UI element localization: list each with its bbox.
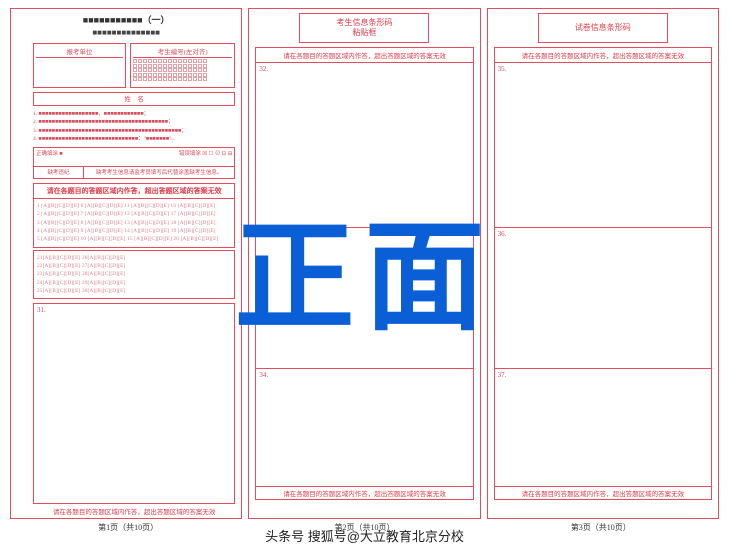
q31-label: 31. <box>37 306 46 314</box>
mc-block-2: 21[A][B][C][D][E] 26[A][B][C][D][E] 22[A… <box>33 250 235 300</box>
mc-row: 5 [A][B][C][D][E] 10 [A][B][C][D][E] 15 … <box>37 235 231 243</box>
barcode-line1: 考生信息条形码 <box>300 18 428 28</box>
name-row: 姓 名 <box>33 92 235 106</box>
examinee-barcode-frame: 考生信息条形码 粘贴框 <box>299 13 429 43</box>
credit-text: 头条号 搜狐号@大立教育北京分校 <box>265 529 464 544</box>
q-label: 37. <box>498 371 507 379</box>
answer-frame-3: 请在各题目的答题区域内作答，超出答题区域的答案无效 35. 36. 37. 请在… <box>494 47 712 500</box>
mc-row: 23[A][B][C][D][E] 28[A][B][C][D][E] <box>37 270 231 278</box>
answer-cell: 33. <box>256 227 472 368</box>
wrong-fill-label: 错误填涂 <box>179 151 201 157</box>
answer-cell: 34. <box>256 368 472 486</box>
answer-cell: 32. <box>256 62 472 227</box>
answer-cell: 35. <box>495 62 711 227</box>
page1-footer-warn: 请在各题目的答题区域内作答，超出答题区域的答案无效 <box>33 506 235 516</box>
q-label: 35. <box>498 65 507 73</box>
mc-row: 4 [A][B][C][D][E] 9 [A][B][C][D][E] 14 [… <box>37 227 231 235</box>
page-1: ■■■■■■■■■■■（一） ■■■■■■■■■■■■■■ 报考单位 考生编号(… <box>10 8 242 519</box>
q-label: 32. <box>259 65 268 73</box>
answer-frame-2: 请在各题目的答题区域内作答，超出答题区域的答案无效 32. 33. 34. 请在… <box>255 47 473 500</box>
barcode-line2: 粘贴框 <box>300 28 428 38</box>
mc-row: 24[A][B][C][D][E] 29[A][B][C][D][E] <box>37 279 231 287</box>
frame-footer-warn: 请在各题目的答题区域内作答，超出答题区域的答案无效 <box>256 486 472 499</box>
section-warning: 请在各题目的答题区域内作答，超出答题区域的答案无效 <box>33 183 235 199</box>
mc-block-1: 1 [A][B][C][D][E] 6 [A][B][C][D][E] 11 [… <box>33 199 235 248</box>
examinee-id-box: 考生编号(左对齐) <box>130 43 235 88</box>
name-label: 姓 名 <box>124 96 144 103</box>
frame-header: 请在各题目的答题区域内作答，超出答题区域的答案无效 <box>495 48 711 62</box>
credit-line: 头条号 搜狐号@大立教育北京分校 <box>0 526 729 545</box>
q-label: 33. <box>259 230 268 238</box>
marking-sample-row: 正确填涂 ■ 错误填涂 ☒ ☐ ⊘ ⊡ ⊟ <box>33 147 235 167</box>
mc-row: 21[A][B][C][D][E] 26[A][B][C][D][E] <box>37 254 231 262</box>
paper-barcode-frame: 试卷信息条形码 <box>538 13 668 43</box>
instructions: 1. ■■■■■■■■■■■■■■■■■■，■■■■■■■■■■■■； 2. ■… <box>33 110 235 143</box>
exam-title: ■■■■■■■■■■■（一） <box>11 13 241 26</box>
page-3: 试卷信息条形码 请在各题目的答题区域内作答，超出答题区域的答案无效 35. 36… <box>487 8 719 519</box>
page-2: 考生信息条形码 粘贴框 请在各题目的答题区域内作答，超出答题区域的答案无效 32… <box>248 8 480 519</box>
answer-cell: 36. <box>495 227 711 368</box>
q-label: 36. <box>498 230 507 238</box>
mc-row: 2 [A][B][C][D][E] 7 [A][B][C][D][E] 12 [… <box>37 210 231 218</box>
mc-row: 1 [A][B][C][D][E] 6 [A][B][C][D][E] 11 [… <box>37 202 231 210</box>
absent-note: 缺考考生信息请监考员填写后代替涂盖缺考生信息。 <box>84 167 234 178</box>
answer-sheet: ■■■■■■■■■■■（一） ■■■■■■■■■■■■■■ 报考单位 考生编号(… <box>10 8 719 519</box>
answer-cell: 37. <box>495 368 711 486</box>
id-label: 考生编号(左对齐) <box>133 46 232 58</box>
absent-label: 缺考违纪 <box>34 167 84 178</box>
correct-fill-label: 正确填涂 <box>36 151 58 157</box>
note-line: 3. ■■■■■■■■■■■■■■■■■■■■■■■■■■■■■■■■■■■■■… <box>33 127 235 135</box>
note-line: 1. ■■■■■■■■■■■■■■■■■■，■■■■■■■■■■■■； <box>33 110 235 118</box>
mc-row: 22[A][B][C][D][E] 27[A][B][C][D][E] <box>37 262 231 270</box>
mc-row: 3 [A][B][C][D][E] 8 [A][B][C][D][E] 13 [… <box>37 219 231 227</box>
unit-box: 报考单位 <box>33 43 126 88</box>
barcode-line1: 试卷信息条形码 <box>539 23 667 33</box>
id-bubble-grid <box>133 59 232 81</box>
mc-row: 25[A][B][C][D][E] 30[A][B][C][D][E] <box>37 287 231 295</box>
note-line: 4. ■■■■■■■■■■■■■■■■■■■■■■■■■■■■■■："■■■■■… <box>33 135 235 143</box>
q-label: 34. <box>259 371 268 379</box>
q31-box: 31. <box>33 303 235 504</box>
absent-row: 缺考违纪 缺考考生信息请监考员填写后代替涂盖缺考生信息。 <box>33 167 235 179</box>
note-line: 2. ■■■■■■■■■■■■■■■■■■■■■■■■■■■■■■■■■■■■■… <box>33 118 235 126</box>
wrong-fill-sample: ☒ ☐ ⊘ ⊡ ⊟ <box>202 151 232 157</box>
frame-header: 请在各题目的答题区域内作答，超出答题区域的答案无效 <box>256 48 472 62</box>
unit-label: 报考单位 <box>36 46 123 58</box>
exam-subtitle: ■■■■■■■■■■■■■■ <box>11 28 241 37</box>
frame-footer-warn: 请在各题目的答题区域内作答，超出答题区域的答案无效 <box>495 486 711 499</box>
info-row: 报考单位 考生编号(左对齐) <box>33 43 235 88</box>
